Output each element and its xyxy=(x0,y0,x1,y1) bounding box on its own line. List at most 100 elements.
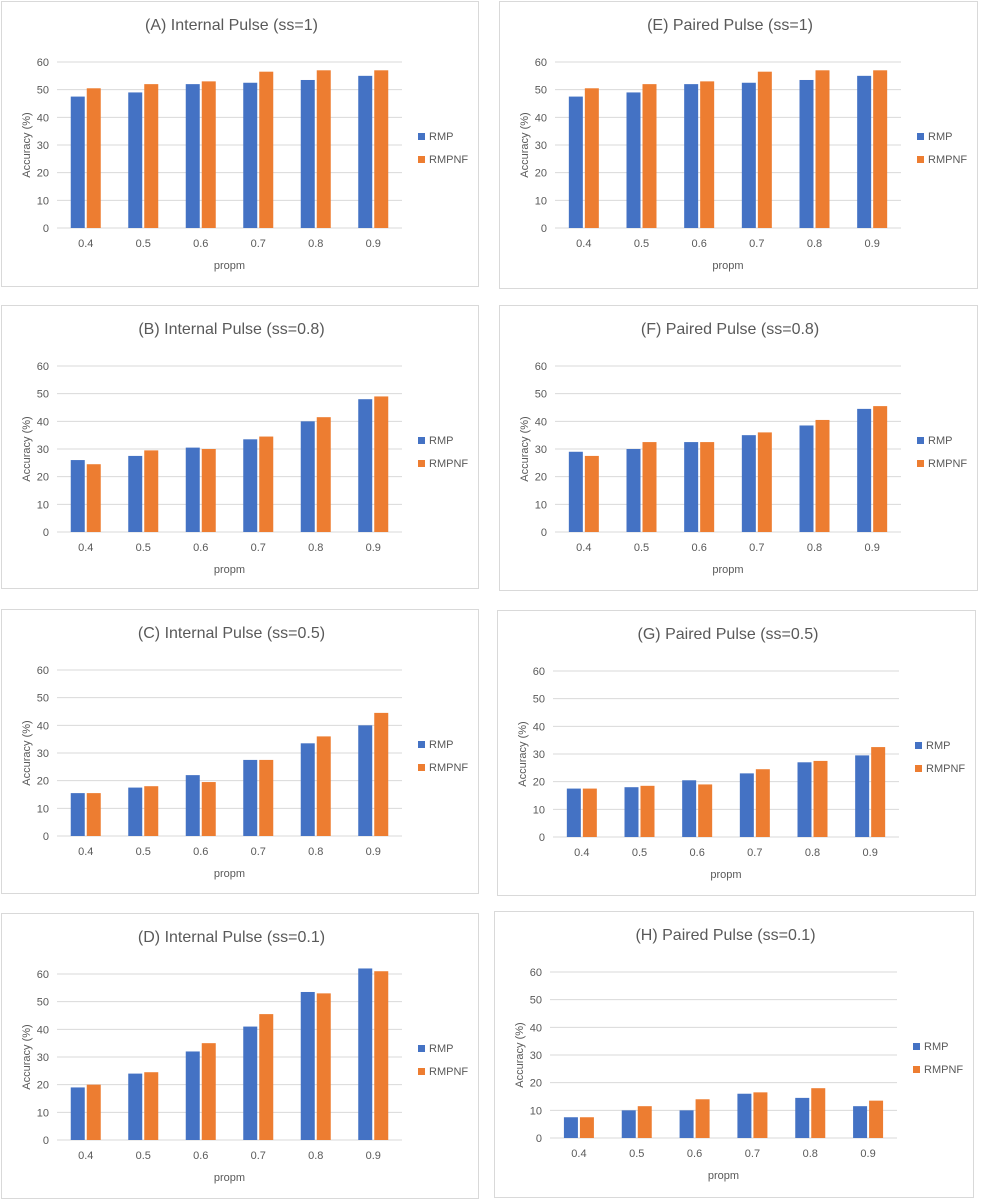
bar-rmp-0.8 xyxy=(797,762,812,837)
bar-rmpnf-0.5 xyxy=(144,450,159,532)
x-tick-label: 0.7 xyxy=(749,542,764,554)
bar-rmp-0.5 xyxy=(626,449,641,532)
y-tick-label: 60 xyxy=(530,967,542,979)
x-tick-label: 0.4 xyxy=(571,1148,586,1160)
y-tick-label: 30 xyxy=(37,748,49,760)
y-tick-label: 50 xyxy=(533,694,545,706)
bar-rmpnf-0.5 xyxy=(640,785,655,837)
x-tick-label: 0.5 xyxy=(136,846,151,858)
chart-svg: (H) Paired Pulse (ss=0.1) 0 10 20 30 40 50 60 Ac… xyxy=(514,927,963,1182)
bar-rmp-0.7 xyxy=(243,1026,258,1140)
bar-rmpnf-0.6 xyxy=(695,1099,710,1138)
chart-title: (F) Paired Pulse (ss=0.8) xyxy=(641,321,819,338)
x-tick-label: 0.4 xyxy=(576,238,591,250)
bar-rmp-0.4 xyxy=(70,1087,85,1140)
legend-swatch-rmp xyxy=(418,1045,425,1052)
bar-rmp-0.8 xyxy=(799,79,814,228)
legend-swatch-rmpnf xyxy=(915,765,922,772)
chart-svg: (G) Paired Pulse (ss=0.5) 0 10 20 30 40 50 60 Ac… xyxy=(517,626,965,881)
y-tick-label: 0 xyxy=(536,1133,542,1145)
bar-rmp-0.8 xyxy=(300,991,315,1140)
y-tick-label: 20 xyxy=(535,472,547,484)
y-tick-label: 40 xyxy=(37,416,49,428)
bar-rmp-0.7 xyxy=(739,773,754,837)
bar-rmpnf-0.6 xyxy=(700,81,715,228)
y-tick-label: 10 xyxy=(535,499,547,511)
bar-rmpnf-0.4 xyxy=(86,793,101,836)
bar-rmpnf-0.4 xyxy=(582,788,597,837)
bar-rmpnf-0.6 xyxy=(201,81,216,228)
x-tick-label: 0.6 xyxy=(193,1150,208,1162)
chart-panel-f: (F) Paired Pulse (ss=0.8) 0 10 20 30 40 50 60 Ac… xyxy=(499,305,978,591)
bar-rmp-0.7 xyxy=(243,759,258,836)
y-tick-label: 30 xyxy=(37,444,49,456)
bar-rmp-0.9 xyxy=(358,75,373,228)
bar-rmp-0.5 xyxy=(128,455,143,532)
y-tick-label: 40 xyxy=(37,1024,49,1036)
legend-label-rmpnf: RMPNF xyxy=(429,1066,468,1078)
legend-label-rmp: RMP xyxy=(429,1043,453,1055)
bar-rmpnf-0.4 xyxy=(579,1117,594,1138)
y-tick-label: 0 xyxy=(541,223,547,235)
x-tick-label: 0.8 xyxy=(308,1150,323,1162)
bar-rmp-0.4 xyxy=(568,96,583,228)
y-tick-label: 10 xyxy=(37,195,49,207)
x-tick-label: 0.6 xyxy=(692,238,707,250)
legend-label-rmp: RMP xyxy=(926,740,950,752)
chart-svg: (C) Internal Pulse (ss=0.5) 0 10 20 30 40 50 60… xyxy=(21,625,468,880)
bar-rmpnf-0.8 xyxy=(815,419,830,532)
y-tick-label: 40 xyxy=(37,720,49,732)
bar-rmp-0.8 xyxy=(795,1097,810,1138)
bar-rmpnf-0.8 xyxy=(811,1088,826,1138)
bar-rmp-0.5 xyxy=(624,787,639,837)
chart-panel-d: (D) Internal Pulse (ss=0.1) 0 10 20 30 40 50 60… xyxy=(1,913,479,1199)
bar-rmpnf-0.8 xyxy=(815,70,830,228)
bar-rmp-0.8 xyxy=(300,421,315,532)
x-tick-label: 0.7 xyxy=(251,846,266,858)
x-tick-label: 0.5 xyxy=(632,847,647,859)
x-tick-label: 0.5 xyxy=(634,238,649,250)
legend-swatch-rmp xyxy=(913,1043,920,1050)
legend-label-rmp: RMP xyxy=(928,131,952,143)
bar-rmpnf-0.4 xyxy=(86,464,101,532)
y-tick-label: 20 xyxy=(37,168,49,180)
chart-panel-e: (E) Paired Pulse (ss=1) 0 10 20 30 40 50 60 Accu… xyxy=(499,1,978,289)
x-tick-label: 0.6 xyxy=(687,1148,702,1160)
y-tick-label: 60 xyxy=(37,361,49,373)
bar-rmp-0.7 xyxy=(741,435,756,532)
bar-rmpnf-0.4 xyxy=(86,1084,101,1140)
y-tick-label: 0 xyxy=(539,832,545,844)
bar-rmpnf-0.7 xyxy=(755,769,770,837)
bar-rmp-0.5 xyxy=(621,1110,636,1138)
legend-label-rmpnf: RMPNF xyxy=(429,762,468,774)
x-tick-label: 0.8 xyxy=(803,1148,818,1160)
y-tick-label: 60 xyxy=(535,361,547,373)
y-tick-label: 10 xyxy=(530,1105,542,1117)
x-tick-label: 0.9 xyxy=(863,847,878,859)
bar-rmpnf-0.8 xyxy=(316,70,331,228)
x-tick-label: 0.8 xyxy=(308,846,323,858)
legend-label-rmp: RMP xyxy=(429,739,453,751)
legend-label-rmpnf: RMPNF xyxy=(429,458,468,470)
legend-label-rmp: RMP xyxy=(429,435,453,447)
x-tick-label: 0.7 xyxy=(251,238,266,250)
chart-title: (H) Paired Pulse (ss=0.1) xyxy=(635,927,815,944)
x-tick-label: 0.9 xyxy=(366,238,381,250)
y-tick-label: 10 xyxy=(533,804,545,816)
bar-rmp-0.6 xyxy=(684,84,699,228)
y-tick-label: 20 xyxy=(530,1078,542,1090)
legend-swatch-rmp xyxy=(917,133,924,140)
legend-label-rmp: RMP xyxy=(928,435,952,447)
x-axis-label: propm xyxy=(710,869,741,881)
x-tick-label: 0.9 xyxy=(865,238,880,250)
bar-rmp-0.6 xyxy=(185,447,200,532)
bar-rmp-0.9 xyxy=(857,408,872,532)
bar-rmpnf-0.5 xyxy=(144,1072,159,1140)
y-tick-label: 50 xyxy=(530,995,542,1007)
bar-rmpnf-0.9 xyxy=(871,747,886,837)
legend-swatch-rmp xyxy=(917,437,924,444)
y-tick-label: 10 xyxy=(37,499,49,511)
bar-rmpnf-0.5 xyxy=(144,84,159,228)
x-tick-label: 0.4 xyxy=(574,847,589,859)
x-tick-label: 0.6 xyxy=(690,847,705,859)
